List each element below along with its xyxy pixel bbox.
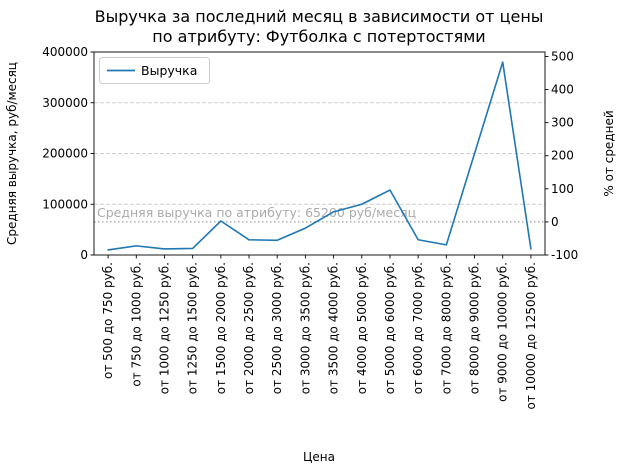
y2-axis-tick-label: -100 [551,248,578,262]
x-axis-tick-label: от 9000 до 10000 руб. [496,262,510,402]
x-axis-tick-label: от 1250 до 1500 руб. [186,262,200,394]
legend-box [99,57,210,84]
x-axis-tick-label: от 750 до 1000 руб. [129,262,143,387]
x-axis-tick-label: от 5000 до 6000 руб. [383,262,397,394]
x-axis-label: Цена [303,450,335,464]
average-line-annotation: Средняя выручка по атрибуту: 65200 руб/м… [97,205,416,220]
x-axis-tick-label: от 2500 до 3000 руб. [270,262,284,394]
y-axis-tick-label: 400000 [42,45,88,59]
y-axis-label-left: Средняя выручка, руб/месяц [5,62,19,245]
plot-border [93,51,546,256]
y2-axis-tick-label: 0 [551,215,559,229]
y2-axis-tick-label: 400 [551,83,574,97]
y2-axis-tick-label: 300 [551,116,574,130]
x-axis-tick-label: от 4000 до 5000 руб. [355,262,369,394]
x-axis-tick-label: от 500 до 750 руб. [101,262,115,379]
legend: Выручка [99,57,210,84]
series-layer [107,61,532,251]
y-axis-tick-label: 300000 [42,96,88,110]
chart-title-line1: Выручка за последний месяц в зависимости… [95,7,544,26]
x-axis-tick-label: от 3500 до 4000 руб. [327,262,341,394]
y-axis-tick-label: 0 [80,248,88,262]
x-axis-tick-label: от 8000 до 9000 руб. [468,262,482,394]
x-axis-tick-label: от 1500 до 2000 руб. [214,262,228,394]
legend-entry-label: Выручка [141,63,197,78]
y-axis-label-right: % от средней [602,110,616,196]
x-axis-tick-label: от 2000 до 2500 руб. [242,262,256,394]
y2-axis-tick-label: 200 [551,149,574,163]
x-axis-tick-label: от 7000 до 8000 руб. [439,262,453,394]
x-axis-tick-label: от 1000 до 1250 руб. [157,262,171,394]
chart-title-line2: по атрибуту: Футболка с потертостями [152,27,485,46]
x-axis-tick-label: от 3000 до 3500 руб. [298,262,312,394]
y2-axis-tick-label: 100 [551,182,574,196]
y-axis-tick-label: 200000 [42,147,88,161]
series-line-Выручка [107,61,532,251]
axes-layer: 0 100000 200000 300000 400000 -100 0 100 200 300 4… [42,45,578,410]
y2-axis-tick-label: 500 [551,49,574,63]
x-axis-tick-label: от 10000 до 12500 руб. [524,262,538,410]
y-axis-tick-label: 100000 [42,197,88,211]
x-axis-tick-label: от 6000 до 7000 руб. [411,262,425,394]
